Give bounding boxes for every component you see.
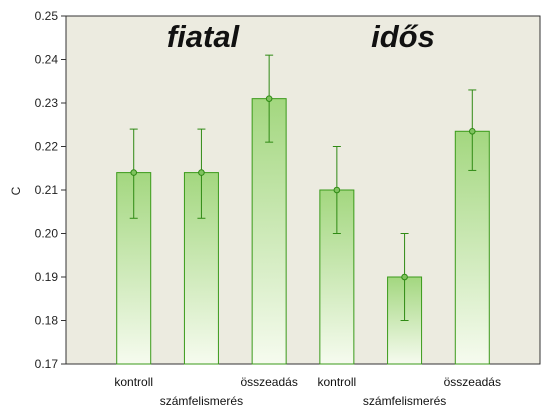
mean-marker bbox=[401, 273, 408, 281]
category-label: összeadás bbox=[240, 375, 297, 389]
y-axis: 0.17 0.18 0.19 0.20 0.21 0.22 0.23 0.24 0.25 bbox=[35, 9, 66, 371]
y-tick-label: 0.23 bbox=[35, 96, 59, 110]
category-labels: kontroll számfelismerés összeadás kontroll s… bbox=[114, 375, 501, 408]
mean-marker bbox=[198, 169, 205, 176]
mean-marker bbox=[130, 169, 138, 176]
bar bbox=[251, 98, 287, 365]
y-tick-label: 0.22 bbox=[35, 140, 59, 154]
mean-marker bbox=[265, 95, 273, 102]
error-bars bbox=[129, 54, 477, 321]
group-labels: fiatal idős bbox=[167, 19, 435, 54]
y-tick-label: 0.25 bbox=[35, 9, 59, 23]
y-axis-label: C bbox=[9, 186, 23, 195]
y-tick-label: 0.18 bbox=[35, 314, 59, 328]
y-tick-label: 0.24 bbox=[35, 53, 59, 67]
y-tick-label: 0.19 bbox=[35, 270, 59, 284]
category-label: összeadás bbox=[444, 375, 501, 389]
y-tick-label: 0.20 bbox=[35, 227, 59, 241]
category-label: számfelismerés bbox=[363, 394, 446, 408]
y-tick-label: 0.17 bbox=[35, 357, 59, 371]
category-label: számfelismerés bbox=[160, 394, 243, 408]
group-label-fiatal: fiatal bbox=[167, 19, 241, 54]
group-label-idos: idős bbox=[371, 19, 435, 54]
category-label: kontroll bbox=[114, 375, 153, 389]
category-label: kontroll bbox=[318, 375, 357, 389]
mean-marker bbox=[468, 127, 476, 135]
mean-marker bbox=[333, 186, 341, 194]
y-tick-label: 0.21 bbox=[35, 183, 59, 197]
